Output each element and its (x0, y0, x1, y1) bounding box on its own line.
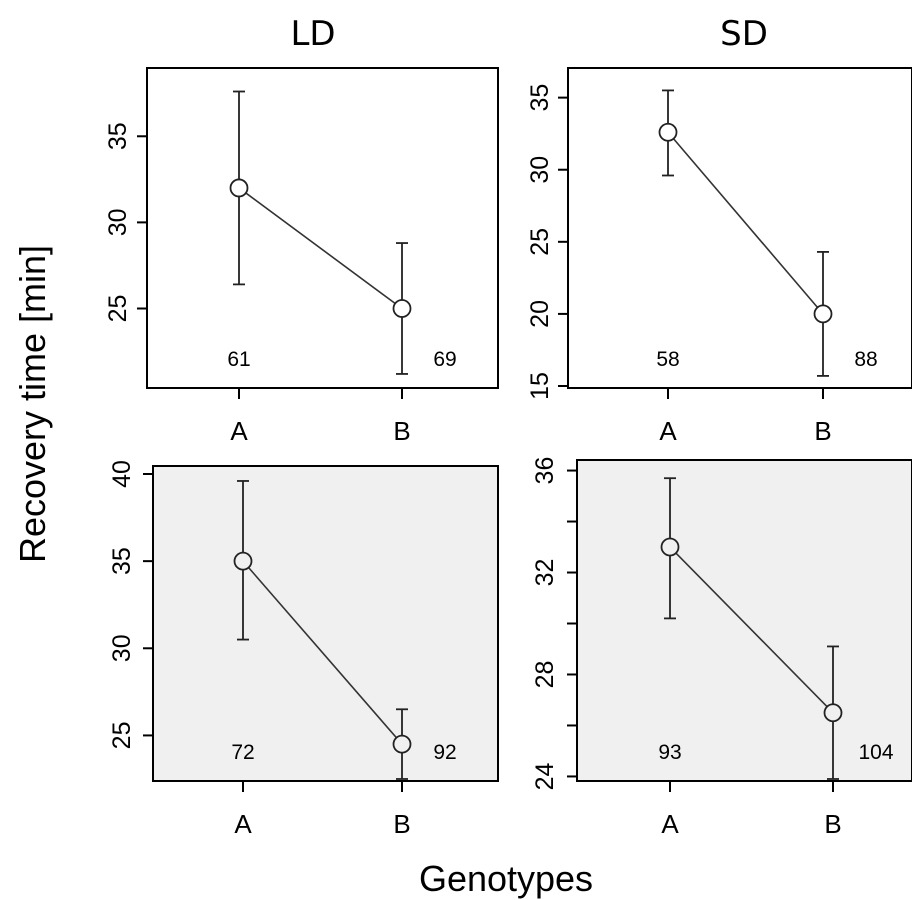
y-tick-label: 30 (526, 156, 554, 184)
y-tick-label: 35 (108, 547, 136, 575)
panel-bottom-right: 24 28 32 36 A B 93 104 (531, 457, 912, 839)
y-tick-label: 28 (531, 661, 559, 689)
x-tick-label: A (659, 416, 677, 446)
data-point (392, 299, 412, 318)
y-tick-label: 25 (104, 295, 132, 323)
panel-top-left: 25 30 35 A B 61 69 (104, 67, 499, 446)
x-tick-label: B (814, 416, 831, 446)
sample-size-label: 58 (656, 348, 679, 371)
y-tick-label: 35 (104, 122, 132, 150)
sample-size-label: 69 (433, 348, 456, 371)
y-tick-label: 24 (531, 762, 559, 790)
y-tick-label: 20 (526, 300, 554, 328)
column-title-ld: LD (290, 14, 335, 54)
x-axis-title: Genotypes (419, 858, 593, 899)
x-tick-label: A (230, 416, 248, 446)
data-point (392, 734, 412, 754)
series-line (238, 187, 403, 310)
data-point (823, 703, 843, 723)
y-tick-label: 25 (526, 228, 554, 256)
panel-bottom-left: 25 30 35 40 A B 72 92 (108, 460, 499, 839)
x-tick-label: B (393, 809, 410, 839)
data-point (229, 178, 249, 198)
data-point (233, 551, 253, 571)
data-point (658, 122, 678, 142)
x-tick-label: A (661, 809, 679, 839)
y-tick-label: 30 (104, 208, 132, 236)
sample-size-label: 93 (658, 741, 681, 764)
y-tick-label: 35 (526, 84, 554, 112)
y-tick-label: 25 (108, 722, 136, 750)
data-point (660, 537, 680, 557)
plot-frame (152, 465, 499, 782)
panel-top-right: 15 20 25 30 35 A B 58 88 (526, 67, 912, 446)
panels-group: 25 30 35 A B 61 69 15 20 25 30 35 A B 58 88 25 30 35 40 A B 72… (104, 67, 912, 839)
sample-size-label: 61 (227, 348, 250, 371)
sample-size-label: 72 (231, 741, 254, 764)
plot-frame (567, 67, 912, 389)
plot-frame (146, 67, 499, 389)
y-tick-label: 36 (531, 457, 559, 485)
sample-size-label: 92 (433, 741, 456, 764)
series-line (242, 560, 403, 745)
data-point (813, 304, 833, 324)
y-tick-label: 30 (108, 634, 136, 662)
column-title-sd: SD (720, 14, 768, 54)
x-tick-label: B (824, 809, 841, 839)
x-tick-label: B (393, 416, 410, 446)
series-line (669, 546, 834, 714)
y-tick-label: 15 (526, 372, 554, 400)
plot-frame (576, 459, 912, 782)
sample-size-label: 88 (854, 348, 877, 371)
y-axis-title: Recovery time [min] (12, 245, 53, 563)
y-tick-label: 40 (108, 460, 136, 488)
x-tick-label: A (234, 809, 252, 839)
series-line (667, 131, 824, 315)
y-tick-label: 32 (531, 559, 559, 587)
sample-size-label: 104 (858, 741, 893, 764)
